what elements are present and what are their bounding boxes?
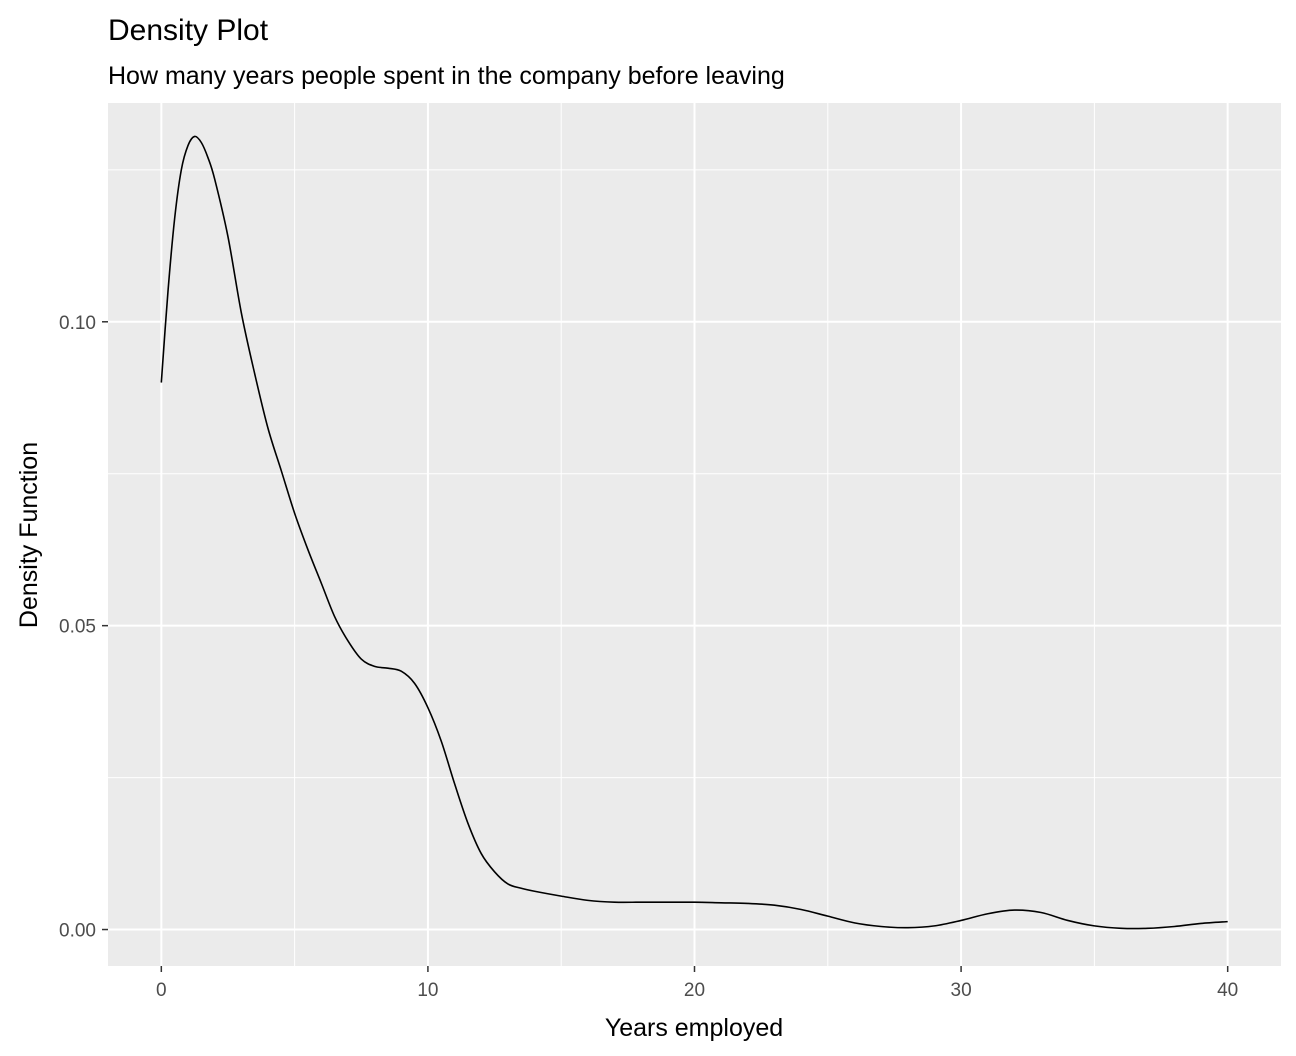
x-tick-label: 0 xyxy=(156,980,167,1001)
chart-subtitle: How many years people spent in the compa… xyxy=(108,62,785,90)
x-tick-label: 10 xyxy=(417,980,438,1001)
y-tick-label: 0.10 xyxy=(59,313,96,334)
y-axis-title: Density Function xyxy=(15,442,43,628)
x-axis-ticks: 0 10 20 30 40 xyxy=(156,966,1238,1001)
x-axis-title: Years employed xyxy=(605,1014,783,1042)
x-tick-label: 40 xyxy=(1217,980,1238,1001)
y-axis-ticks: 0.00 0.05 0.10 xyxy=(59,313,108,942)
x-tick-label: 20 xyxy=(684,980,705,1001)
density-curve xyxy=(160,135,1228,930)
y-tick-label: 0.05 xyxy=(59,617,96,638)
y-tick-label: 0.00 xyxy=(59,921,96,942)
series-layer xyxy=(160,135,1228,930)
chart-title: Density Plot xyxy=(108,14,269,47)
major-gridlines xyxy=(108,103,1281,966)
x-tick-label: 30 xyxy=(951,980,972,1001)
